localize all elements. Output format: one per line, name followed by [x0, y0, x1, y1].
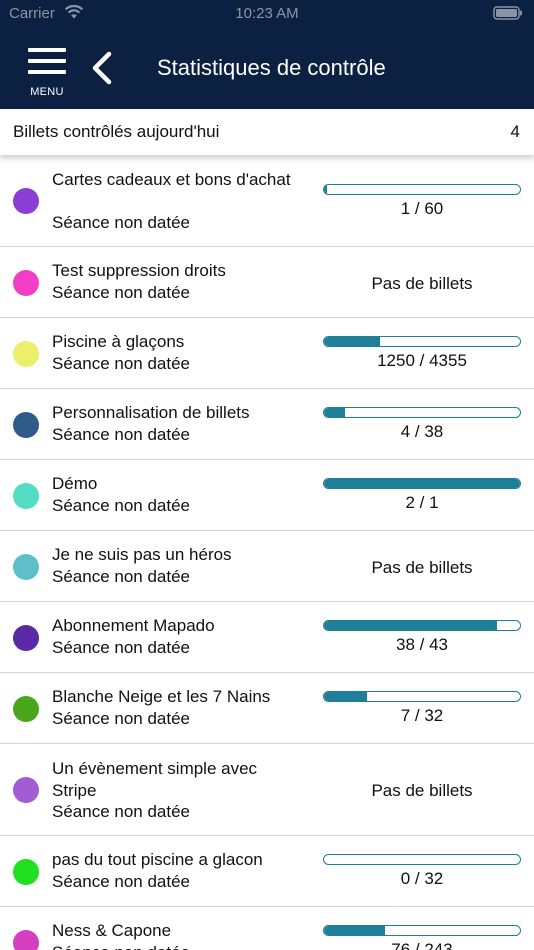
progress-fill [324, 408, 345, 417]
progress-fill [324, 185, 328, 194]
progress-fill [324, 692, 367, 701]
event-row[interactable]: Abonnement Mapado Séance non datée 38 / 43 [0, 602, 534, 673]
progress-bar [323, 336, 521, 347]
event-row[interactable]: Démo Séance non datée 2 / 1 [0, 460, 534, 531]
event-row[interactable]: Piscine à glaçons Séance non datée 1250 / … [0, 318, 534, 389]
event-session-label: Séance non datée [52, 213, 191, 232]
back-chevron-icon[interactable] [89, 50, 115, 86]
controlled-count: 1 / 60 [400, 199, 444, 218]
event-row[interactable]: Cartes cadeaux et bons d'achat Séance non… [0, 155, 534, 247]
no-tickets-label: Pas de billets [371, 557, 473, 577]
event-title: Ness & Capone [52, 921, 172, 940]
event-session-label: Séance non datée [52, 638, 191, 657]
event-row[interactable]: Blanche Neige et les 7 Nains Séance non d… [0, 673, 534, 744]
event-color-dot [13, 624, 39, 651]
battery-icon [493, 6, 522, 20]
event-title: Piscine à glaçons [52, 332, 185, 351]
event-color-dot [13, 695, 39, 722]
event-session-label: Séance non datée [52, 942, 190, 950]
controlled-count: 1250 / 4355 [377, 351, 467, 370]
event-title: pas du tout piscine a glacon [52, 850, 263, 869]
event-title: Abonnement Mapado [52, 616, 215, 635]
progress-bar [323, 691, 521, 702]
controlled-count: 38 / 43 [396, 635, 448, 654]
carrier-label: Carrier [9, 5, 55, 22]
event-color-dot [13, 340, 39, 367]
event-title: Personnalisation de billets [52, 403, 250, 422]
event-list: Cartes cadeaux et bons d'achat Séance non… [0, 155, 534, 950]
event-row[interactable]: Ness & Capone Séance non datée 76 / 243 [0, 907, 534, 950]
controlled-count: 76 / 243 [391, 940, 453, 950]
no-tickets-label: Pas de billets [371, 273, 473, 293]
controlled-count: 2 / 1 [405, 493, 439, 512]
controlled-count: 7 / 32 [400, 706, 444, 725]
progress-bar [323, 620, 521, 631]
menu-label: MENU [30, 86, 64, 98]
event-color-dot [13, 553, 39, 580]
progress-bar [323, 854, 521, 865]
no-tickets-label: Pas de billets [371, 781, 473, 800]
event-color-dot [13, 411, 39, 438]
event-session-label: Séance non datée [52, 283, 191, 302]
event-session-label: Séance non datée [52, 496, 191, 515]
progress-fill [324, 479, 520, 488]
hamburger-icon [28, 48, 66, 76]
event-title: Blanche Neige et les 7 Nains [52, 687, 271, 706]
event-color-dot [13, 269, 39, 296]
event-title: Test suppression droits [52, 261, 226, 280]
controlled-count: 0 / 32 [400, 869, 444, 888]
progress-bar [323, 925, 521, 936]
progress-fill [324, 337, 381, 346]
event-color-dot [13, 929, 39, 950]
event-session-label: Séance non datée [52, 709, 191, 728]
event-color-dot [13, 858, 39, 885]
wifi-icon [64, 4, 84, 19]
tickets-summary: Billets contrôlés aujourd'hui 4 [0, 109, 534, 155]
event-color-dot [13, 188, 39, 214]
controlled-count: 4 / 38 [400, 422, 444, 441]
progress-bar [323, 407, 521, 418]
event-title: Un évènement simple avec Stripe [52, 759, 258, 800]
progress-bar [323, 184, 521, 195]
event-row[interactable]: pas du tout piscine a glacon Séance non d… [0, 836, 534, 907]
event-title: Je ne suis pas un héros [52, 545, 232, 564]
progress-fill [324, 621, 498, 630]
event-session-label: Séance non datée [52, 872, 191, 891]
summary-label: Billets contrôlés aujourd'hui [13, 122, 220, 141]
progress-fill [324, 926, 386, 935]
event-color-dot [13, 777, 39, 803]
event-row[interactable]: Je ne suis pas un héros Séance non datée P… [0, 531, 534, 602]
page-title: Statistiques de contrôle [157, 55, 386, 80]
event-row[interactable]: Un évènement simple avec Stripe Séance no… [0, 744, 534, 836]
event-row[interactable]: Test suppression droits Séance non datée P… [0, 247, 534, 318]
event-row[interactable]: Personnalisation de billets Séance non da… [0, 389, 534, 460]
progress-bar [323, 478, 521, 489]
status-bar: Carrier 10:23 AM [0, 0, 534, 28]
clock: 10:23 AM [235, 5, 299, 22]
event-session-label: Séance non datée [52, 354, 191, 373]
event-session-label: Séance non datée [52, 567, 191, 586]
summary-count: 4 [510, 122, 520, 141]
event-session-label: Séance non datée [52, 802, 191, 821]
menu-button[interactable]: MENU [26, 46, 68, 102]
app-header: Carrier 10:23 AM MENU Statistiques de co… [0, 0, 534, 109]
event-title: Cartes cadeaux et bons d'achat [52, 170, 291, 189]
event-session-label: Séance non datée [52, 425, 191, 444]
event-title: Démo [52, 474, 98, 493]
event-color-dot [13, 482, 39, 509]
